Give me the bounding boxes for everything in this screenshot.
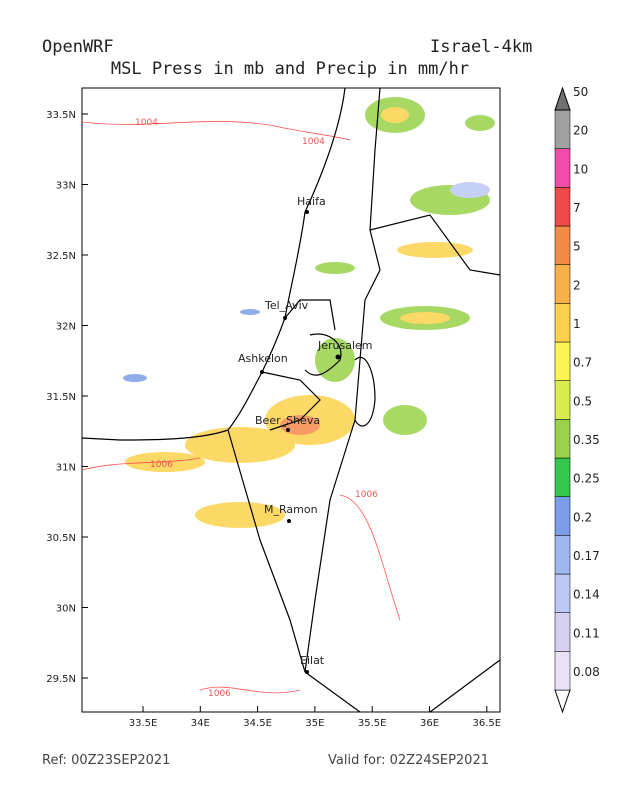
colorbar-box <box>554 264 571 304</box>
x-tick-label: 34.5E <box>243 718 272 729</box>
city-label: M_Ramon <box>264 503 318 516</box>
city-label: Eilat <box>300 654 325 667</box>
colorbar-box <box>554 341 571 381</box>
colorbar-label: 1 <box>573 317 581 331</box>
colorbar-label: 20 <box>573 124 588 138</box>
y-tick-label: 32.5N <box>46 251 76 262</box>
colorbar-box <box>554 109 571 149</box>
colorbar-label: 2 <box>573 278 581 292</box>
colorbar-box <box>554 187 571 227</box>
colorbar-box <box>554 496 571 536</box>
x-tick-label: 36E <box>420 718 439 729</box>
x-tick-label: 35E <box>305 718 324 729</box>
x-tick-label: 35.5E <box>358 718 387 729</box>
y-tick-label: 33N <box>56 181 76 192</box>
city-label: Ashkelon <box>238 352 288 365</box>
colorbar-box <box>554 535 571 575</box>
colorbar-box <box>554 457 571 497</box>
colorbar-label: 0.08 <box>573 665 600 679</box>
city-dots <box>260 210 341 674</box>
ref-time: Ref: 00Z23SEP2021 <box>42 753 170 768</box>
y-tick-label: 33.5N <box>46 110 76 121</box>
city-label: Tel_Aviv <box>264 299 309 312</box>
isobars <box>81 121 401 694</box>
colorbar-label: 50 <box>573 85 588 99</box>
x-tick-label: 36.5E <box>473 718 502 729</box>
colorbar-label: 5 <box>573 240 581 254</box>
colorbar-label: 0.35 <box>573 433 600 447</box>
colorbar-box <box>554 612 571 652</box>
contour-label: 1004 <box>302 137 325 147</box>
y-tick-label: 31.5N <box>46 392 76 403</box>
colorbar-box <box>554 651 571 691</box>
city-label: Jerusalem <box>317 339 373 352</box>
colorbar-label: 0.14 <box>573 588 600 602</box>
colorbar-box <box>554 303 571 343</box>
x-tick-label: 34E <box>191 718 210 729</box>
domain-name: Israel-4km <box>430 37 532 57</box>
model-name: OpenWRF <box>42 37 114 57</box>
colorbar-label: 0.5 <box>573 394 592 408</box>
y-tick-label: 30N <box>56 604 76 615</box>
x-tick-label: 33.5E <box>129 718 158 729</box>
y-tick-label: 31N <box>56 463 76 474</box>
colorbar-arrow <box>554 86 571 111</box>
contour-label: 1004 <box>135 118 158 128</box>
colorbar-label: 0.7 <box>573 356 592 370</box>
map-title: MSL Press in mb and Precip in mm/hr <box>111 59 469 79</box>
contour-label: 1006 <box>355 490 378 500</box>
colorbar-box <box>554 380 571 420</box>
borders <box>81 87 501 713</box>
colorbar-box <box>554 148 571 188</box>
colorbar-box <box>554 419 571 459</box>
colorbar-label: 0.17 <box>573 549 600 563</box>
contour-label: 1006 <box>208 689 231 699</box>
colorbar-label: 7 <box>573 201 581 215</box>
colorbar-box <box>554 225 571 265</box>
colorbar-label: 0.2 <box>573 510 592 524</box>
colorbar-arrow <box>554 689 571 714</box>
colorbar-label: 0.11 <box>573 626 600 640</box>
city-label: Beer_Sheva <box>255 414 320 427</box>
colorbar-box <box>554 573 571 613</box>
colorbar-label: 10 <box>573 162 588 176</box>
y-tick-label: 32N <box>56 322 76 333</box>
y-tick-label: 30.5N <box>46 533 76 544</box>
y-tick-label: 29.5N <box>46 674 76 685</box>
city-label: Haifa <box>297 195 326 208</box>
valid-time: Valid for: 02Z24SEP2021 <box>328 753 489 768</box>
colorbar-label: 0.25 <box>573 472 600 486</box>
contour-label: 1006 <box>150 460 173 470</box>
